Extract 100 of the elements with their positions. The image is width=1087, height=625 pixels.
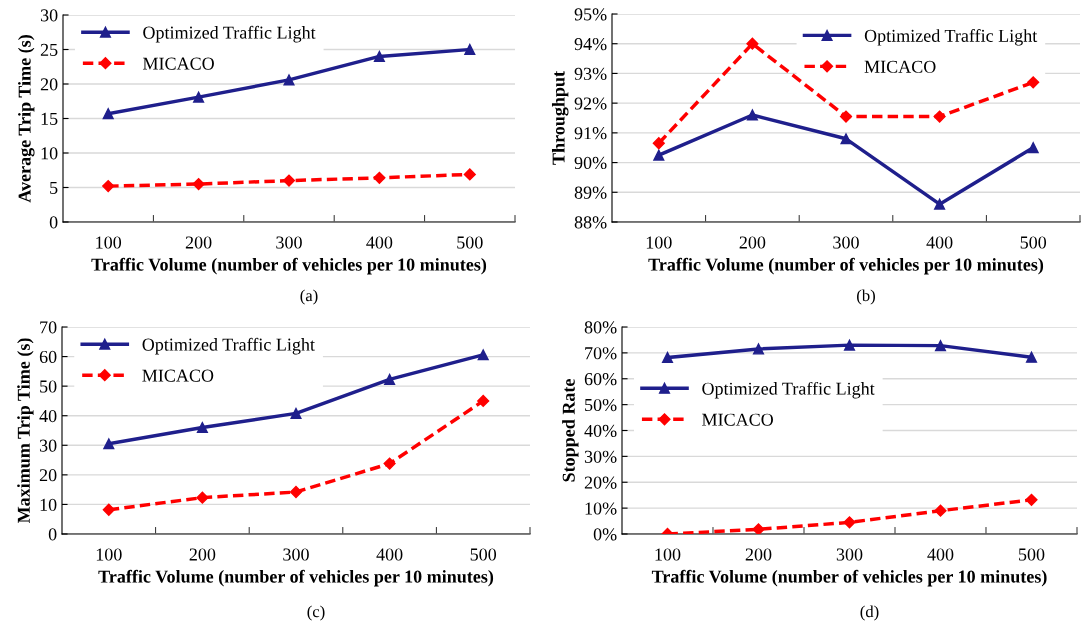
y-tick-label: 60 — [39, 350, 57, 364]
y-tick-label: 70 — [40, 321, 57, 334]
point — [1027, 76, 1040, 89]
point — [746, 37, 759, 50]
x-tick-label: 100 — [96, 236, 122, 249]
point — [384, 373, 396, 385]
point — [373, 50, 385, 62]
y-tick-label: 90% — [574, 156, 607, 170]
x-tick-label: 200 — [189, 548, 216, 561]
y-tick-label: 92% — [574, 97, 607, 110]
y-tick-label: 10% — [585, 502, 617, 515]
legend-label: MICACO — [142, 57, 214, 70]
y-axis-title: Average Trip Time (s) — [18, 35, 35, 203]
point — [102, 503, 115, 516]
y-tick-label: 25 — [40, 43, 58, 56]
y-tick-label: 91% — [574, 127, 607, 140]
y-tick-label: 30 — [40, 9, 58, 22]
legend-label: MICACO — [864, 60, 936, 73]
y-tick-label: 70% — [585, 347, 617, 360]
x-tick-label: 100 — [96, 548, 122, 561]
point — [933, 110, 946, 123]
y-tick-label: 0% — [593, 528, 617, 541]
point — [839, 110, 853, 123]
y-tick-label: 94% — [574, 37, 607, 51]
point — [934, 504, 947, 517]
x-tick-label: 300 — [836, 548, 863, 561]
y-tick-label: 93% — [574, 67, 607, 80]
x-tick-label: 100 — [646, 236, 672, 249]
x-tick-label: 400 — [366, 236, 393, 249]
point — [290, 407, 302, 419]
legend-label: Optimized Traffic Light — [142, 337, 315, 355]
y-tick-label: 20 — [40, 78, 58, 91]
x-tick-label: 200 — [745, 548, 772, 561]
point — [383, 457, 396, 470]
x-tick-label: 200 — [185, 236, 212, 249]
point — [102, 180, 115, 193]
text: (b) — [857, 289, 875, 305]
x-tick-label: 100 — [655, 548, 681, 561]
text: (a) — [300, 289, 318, 305]
x-axis-title: Traffic Volume (number of vehicles per 10 minutes) — [91, 257, 487, 275]
y-tick-label: 0 — [48, 528, 57, 541]
point — [192, 177, 205, 191]
point — [373, 171, 386, 184]
legend-label: Optimized Traffic Light — [702, 381, 875, 399]
point — [477, 394, 490, 408]
point — [661, 351, 674, 364]
y-tick-label: 60% — [584, 373, 617, 386]
point — [102, 108, 114, 120]
point — [840, 133, 852, 145]
text: (d) — [860, 605, 879, 621]
legend-label: Optimized Traffic Light — [864, 28, 1038, 46]
y-tick-label: 89% — [574, 186, 607, 199]
y-axis-title: Maximum Trip Time (s) — [17, 338, 34, 524]
y-tick-label: 50 — [40, 380, 57, 393]
legend-label: Optimized Traffic Light — [143, 25, 316, 43]
x-tick-label: 300 — [283, 548, 309, 561]
y-axis-title: Stopped Rate — [562, 379, 579, 482]
point — [934, 340, 947, 352]
x-tick-label: 500 — [470, 548, 497, 561]
point — [289, 485, 303, 499]
point — [843, 339, 856, 351]
point — [652, 137, 665, 150]
y-tick-label: 20 — [39, 469, 57, 482]
x-tick-label: 500 — [457, 236, 483, 249]
point — [463, 168, 476, 181]
point — [196, 421, 208, 434]
y-tick-label: 10 — [40, 498, 57, 511]
point — [477, 349, 489, 361]
y-tick-label: 30% — [584, 450, 617, 463]
x-axis-title: Traffic Volume (number of vehicles per 10 minutes) — [648, 257, 1044, 275]
point — [464, 43, 476, 56]
point — [1025, 493, 1038, 506]
y-tick-label: 30 — [39, 439, 57, 452]
point — [843, 516, 856, 529]
point — [934, 198, 946, 210]
y-tick-label: 95% — [574, 8, 607, 21]
y-tick-label: 5 — [50, 181, 58, 194]
x-tick-label: 400 — [376, 548, 403, 561]
y-tick-label: 80% — [584, 321, 617, 334]
text: (c) — [307, 605, 325, 621]
y-tick-label: 88% — [574, 216, 607, 229]
point — [1027, 142, 1039, 154]
point — [282, 174, 296, 187]
point — [193, 91, 205, 103]
y-tick-label: 0 — [49, 216, 58, 229]
y-tick-label: 40 — [39, 409, 57, 423]
point — [103, 438, 115, 450]
x-tick-label: 500 — [1020, 236, 1047, 249]
point — [1025, 351, 1038, 363]
point — [196, 491, 209, 504]
x-tick-label: 300 — [833, 236, 859, 249]
point — [746, 109, 758, 121]
y-tick-label: 15 — [41, 112, 58, 125]
x-axis-title: Traffic Volume (number of vehicles per 10 minutes) — [98, 569, 494, 587]
y-tick-label: 50% — [585, 398, 617, 412]
x-axis-title: Traffic Volume (number of vehicles per 10 minutes) — [651, 569, 1047, 587]
point — [283, 74, 295, 86]
point — [752, 523, 765, 534]
legend-label: MICACO — [702, 413, 774, 426]
x-tick-label: 500 — [1019, 548, 1045, 561]
